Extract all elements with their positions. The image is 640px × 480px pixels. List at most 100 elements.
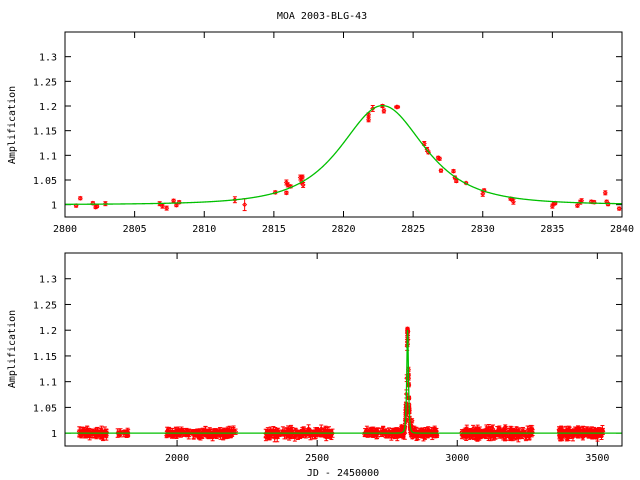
data-point xyxy=(171,198,177,204)
data-point xyxy=(501,427,507,433)
point-marker xyxy=(470,426,476,432)
point-marker xyxy=(366,112,372,118)
data-point xyxy=(470,424,476,433)
x-tick-label: 2840 xyxy=(610,224,634,235)
point-marker xyxy=(242,202,248,208)
x-tick-label: 2000 xyxy=(165,453,189,464)
point-marker xyxy=(429,428,435,434)
plot-area xyxy=(65,326,622,443)
y-tick-label: 1.05 xyxy=(33,403,57,414)
point-marker xyxy=(574,203,580,209)
y-tick-label: 1.2 xyxy=(39,326,57,337)
point-marker xyxy=(503,434,509,440)
point-marker xyxy=(381,108,387,114)
data-point xyxy=(510,198,516,205)
data-point xyxy=(94,203,100,209)
data-point xyxy=(419,433,425,439)
point-marker xyxy=(415,433,421,439)
y-tick-label: 1.1 xyxy=(39,378,57,389)
data-point xyxy=(450,168,457,174)
point-marker xyxy=(270,428,276,434)
data-point xyxy=(438,168,444,174)
point-marker xyxy=(300,182,306,188)
bottom-x-axis-label: JD - 2450000 xyxy=(307,468,379,479)
y-tick-label: 1.25 xyxy=(33,77,57,88)
point-marker xyxy=(267,432,273,438)
point-marker xyxy=(510,199,516,205)
point-marker xyxy=(285,432,291,438)
point-marker xyxy=(580,427,586,433)
y-tick-label: 1.1 xyxy=(39,151,57,162)
point-marker xyxy=(471,432,477,438)
data-point xyxy=(77,195,83,201)
point-marker xyxy=(402,430,408,436)
y-tick-label: 1.2 xyxy=(39,102,57,113)
plot-frame xyxy=(64,31,623,218)
top-panel-zoomed: Amplification 1 1.05 1.1 1.15 1.2 1.25 1.3 2800… xyxy=(7,31,634,235)
data-point xyxy=(409,418,415,424)
point-marker xyxy=(468,433,474,439)
x-tick-label: 3000 xyxy=(445,453,469,464)
data-point xyxy=(366,117,372,123)
point-marker xyxy=(299,428,305,434)
point-marker xyxy=(425,433,431,439)
point-marker xyxy=(283,190,289,196)
data-point xyxy=(283,190,289,196)
top-y-axis-label: Amplification xyxy=(7,86,18,164)
point-marker xyxy=(579,198,585,204)
data-point xyxy=(616,206,622,212)
chart-title: MOA 2003-BLG-43 xyxy=(277,11,367,22)
point-marker xyxy=(299,174,305,180)
model-curve xyxy=(65,330,622,434)
point-marker xyxy=(77,195,83,201)
point-marker xyxy=(180,428,186,434)
data-point xyxy=(299,174,305,180)
point-marker xyxy=(437,156,443,162)
point-marker xyxy=(438,168,444,174)
y-tick-label: 1 xyxy=(51,201,57,212)
point-marker xyxy=(171,198,177,204)
data-point xyxy=(468,433,474,439)
point-marker xyxy=(616,206,622,212)
point-marker xyxy=(395,104,401,110)
model-curve xyxy=(65,104,622,205)
point-marker xyxy=(419,433,425,439)
point-marker xyxy=(164,205,170,211)
x-tick-label: 3500 xyxy=(585,453,609,464)
point-marker xyxy=(409,418,415,424)
plot-area xyxy=(65,103,622,212)
point-marker xyxy=(463,180,469,186)
x-tick-label: 2500 xyxy=(305,453,329,464)
y-tick-label: 1 xyxy=(51,429,57,440)
point-marker xyxy=(450,168,457,174)
x-tick-label: 2835 xyxy=(540,224,564,235)
point-marker xyxy=(159,203,165,209)
x-tick-label: 2800 xyxy=(53,224,77,235)
data-point xyxy=(508,425,514,437)
x-tick-label: 2805 xyxy=(123,224,147,235)
point-marker xyxy=(523,433,529,439)
data-point xyxy=(159,203,165,209)
point-marker xyxy=(399,423,405,429)
point-marker xyxy=(515,434,521,440)
bottom-y-axis-label: Amplification xyxy=(7,310,18,388)
data-point xyxy=(453,178,459,184)
point-marker xyxy=(94,203,100,209)
point-marker xyxy=(421,140,427,147)
data-point xyxy=(381,108,387,114)
data-point xyxy=(409,434,415,440)
data-point xyxy=(429,426,435,436)
data-point xyxy=(164,205,170,211)
y-tick-label: 1.3 xyxy=(39,275,57,286)
data-point xyxy=(84,430,90,438)
point-marker xyxy=(508,428,514,434)
y-tick-label: 1.25 xyxy=(33,300,57,311)
point-marker xyxy=(599,428,605,434)
x-tick-label: 2810 xyxy=(192,224,216,235)
data-point xyxy=(415,431,421,441)
plot-frame xyxy=(64,252,623,447)
point-marker xyxy=(453,178,459,184)
data-point xyxy=(395,104,401,110)
point-marker xyxy=(480,191,486,197)
